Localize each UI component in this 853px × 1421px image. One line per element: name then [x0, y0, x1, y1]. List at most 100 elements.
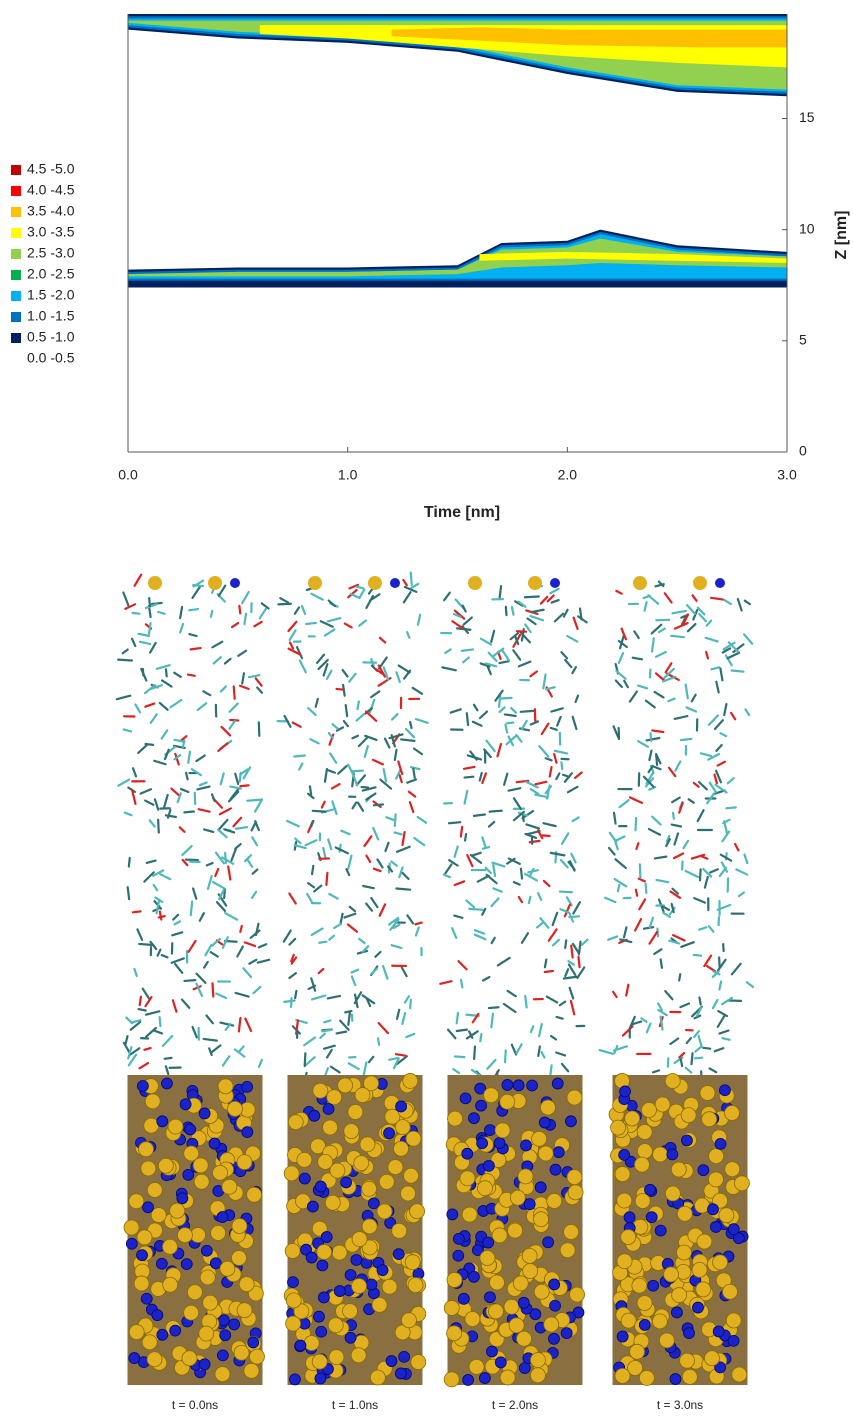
molecule-stick: [346, 869, 349, 875]
molecule-stick: [552, 600, 559, 602]
molecule-stick: [135, 705, 140, 713]
molecule-stick: [374, 869, 381, 871]
snapshot-caption: t = 2.0ns: [492, 1398, 538, 1412]
molecule-stick: [674, 854, 683, 859]
molecule-stick: [636, 890, 637, 896]
ion: [478, 1181, 493, 1196]
molecule-stick: [184, 980, 195, 981]
ion: [713, 1326, 724, 1337]
molecule-stick: [364, 1062, 367, 1075]
molecule-stick: [493, 865, 495, 876]
ion: [477, 1138, 488, 1149]
molecule-stick: [395, 750, 397, 760]
ion: [681, 1108, 696, 1123]
molecule-stick: [649, 767, 652, 772]
molecule-stick: [521, 711, 534, 712]
molecule-stick: [302, 606, 305, 614]
ion: [345, 1269, 356, 1280]
ion: [619, 1149, 630, 1160]
ion: [534, 1212, 549, 1227]
ion: [348, 1105, 363, 1120]
molecule-stick: [557, 1017, 563, 1019]
molecule-stick: [531, 789, 539, 794]
ion: [382, 1279, 397, 1294]
molecule-stick: [672, 611, 685, 613]
ion: [170, 1203, 185, 1218]
molecule-stick: [144, 872, 153, 881]
ion: [203, 1295, 218, 1310]
molecule-stick: [363, 886, 374, 888]
ion: [462, 1148, 473, 1159]
molecule-stick: [186, 860, 198, 861]
legend-label: 0.5 -1.0: [27, 329, 75, 345]
molecule-stick: [369, 1057, 373, 1062]
molecule-stick: [188, 752, 190, 763]
molecule-stick: [709, 715, 718, 724]
molecule-stick: [159, 916, 165, 917]
ion: [710, 1221, 721, 1232]
ion: [234, 1345, 249, 1360]
legend-label: 0.0 -0.5: [27, 350, 75, 366]
ion: [535, 1182, 546, 1193]
ion: [386, 1356, 397, 1367]
ion: [698, 1165, 709, 1176]
molecule-stick: [126, 1036, 128, 1043]
ion: [684, 1328, 695, 1339]
molecule-stick: [565, 940, 566, 948]
molecule-stick: [348, 856, 351, 869]
ion: [448, 1111, 463, 1126]
molecule-stick: [720, 733, 726, 736]
molecule-stick: [327, 671, 331, 679]
ion: [552, 1078, 563, 1089]
molecule-stick: [249, 675, 259, 677]
molecule-stick: [145, 801, 153, 805]
molecule-stick: [452, 928, 456, 938]
molecule-stick: [620, 800, 629, 807]
molecule-stick: [722, 1038, 729, 1040]
molecule-stick: [649, 751, 651, 760]
molecule-stick: [154, 1030, 162, 1033]
ion: [181, 1259, 192, 1270]
molecule-stick: [652, 766, 660, 769]
molecule-stick: [665, 991, 672, 999]
molecule-stick: [252, 837, 257, 845]
molecule-stick: [289, 973, 296, 978]
molecule-stick: [385, 739, 389, 748]
molecule-stick: [512, 1045, 516, 1055]
molecule-stick: [373, 828, 378, 840]
molecule-stick: [725, 600, 731, 604]
molecule-stick: [325, 1068, 327, 1075]
molecule-stick: [392, 945, 402, 948]
ion: [177, 1228, 192, 1243]
molecule-stick: [349, 674, 355, 682]
molecule-stick: [680, 1003, 689, 1007]
molecule-stick: [134, 969, 136, 976]
molecule-stick: [715, 720, 723, 729]
molecule-stick: [572, 667, 576, 673]
legend-swatch: [11, 291, 21, 301]
molecule-stick: [322, 802, 325, 808]
ion: [524, 1199, 535, 1210]
molecule-stick: [416, 719, 428, 723]
molecule-stick: [397, 847, 410, 852]
molecule-stick: [716, 745, 721, 751]
molecule-stick: [154, 885, 157, 890]
molecule-stick: [630, 797, 642, 803]
molecule-stick: [237, 946, 243, 956]
ion: [715, 578, 725, 588]
ion: [444, 1372, 459, 1387]
ion: [354, 1156, 369, 1171]
ion: [476, 1100, 487, 1111]
molecule-stick: [551, 1036, 556, 1040]
ion: [362, 1219, 377, 1234]
molecule-stick: [223, 1056, 229, 1065]
molecule-stick: [345, 624, 352, 628]
ion: [611, 1120, 626, 1135]
ion: [137, 1230, 152, 1245]
molecule-stick: [582, 940, 588, 945]
molecule-stick: [196, 756, 204, 762]
molecule-stick: [455, 847, 458, 857]
molecule-stick: [160, 912, 161, 920]
ion: [244, 1363, 259, 1378]
molecule-stick: [366, 904, 372, 911]
